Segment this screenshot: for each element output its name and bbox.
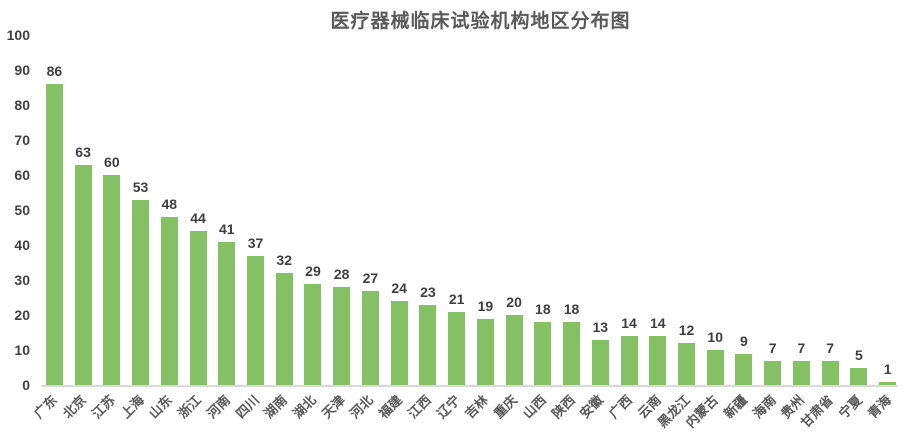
data-label: 23: [420, 283, 436, 300]
y-axis-tick-label: 80: [14, 97, 30, 113]
bar-青海: [879, 381, 897, 385]
y-axis-tick-label: 10: [14, 342, 30, 358]
data-label: 27: [362, 269, 379, 286]
data-label: 29: [305, 262, 321, 279]
bar-河南: [218, 241, 236, 385]
data-label: 21: [448, 290, 465, 307]
bar-广东: [45, 84, 63, 385]
bar-江苏: [103, 175, 121, 385]
y-axis-tick-label: 60: [14, 167, 30, 183]
bar-天津: [333, 287, 351, 385]
data-label: 10: [707, 329, 724, 345]
data-label: 63: [75, 143, 91, 160]
bar-黑龙江: [678, 343, 695, 385]
x-axis-line: [42, 385, 898, 387]
data-label: 48: [161, 196, 178, 212]
y-axis-tick-label: 90: [14, 62, 30, 78]
data-label: 9: [740, 332, 748, 349]
data-label: 32: [276, 252, 293, 268]
data-label: 86: [46, 63, 63, 79]
data-label: 28: [333, 266, 350, 282]
data-label: 41: [218, 220, 235, 237]
bar-江西: [419, 304, 437, 385]
data-label: 5: [854, 346, 863, 363]
data-label: 1: [883, 360, 892, 377]
bar-云南: [649, 336, 667, 385]
bar-贵州: [792, 360, 810, 385]
bar-重庆: [505, 315, 523, 385]
bar-浙江: [189, 231, 207, 385]
bar-甘肃省: [821, 360, 839, 385]
data-label: 7: [797, 339, 806, 356]
bar-福建: [390, 301, 408, 385]
data-label: 18: [563, 301, 580, 317]
data-label: 14: [621, 315, 637, 331]
bar-北京: [74, 164, 92, 385]
bar-湖南: [275, 273, 293, 385]
bar-山西: [534, 322, 552, 385]
bar-吉林: [476, 318, 494, 385]
bar-陕西: [563, 322, 581, 385]
data-label: 44: [190, 210, 206, 226]
y-axis-tick-label: 100: [6, 27, 30, 43]
data-label: 37: [247, 234, 264, 251]
bar-广西: [620, 336, 638, 385]
y-axis-tick-label: 50: [14, 202, 30, 218]
y-axis-tick-label: 30: [14, 272, 30, 288]
bar-四川: [247, 255, 264, 385]
data-label: 24: [391, 280, 407, 296]
data-label: 14: [649, 315, 666, 331]
bar-宁夏: [850, 367, 868, 385]
data-label: 7: [826, 339, 835, 356]
bar-湖北: [304, 283, 322, 385]
chart-title: 医疗器械临床试验机构地区分布图: [330, 11, 631, 32]
bar-新疆: [735, 353, 753, 385]
data-label: 53: [132, 178, 149, 195]
y-axis-tick-label: 70: [14, 132, 30, 148]
bar-内蒙古: [706, 350, 724, 385]
data-label: 60: [104, 154, 120, 170]
y-axis-tick-label: 40: [14, 237, 30, 253]
bar-上海: [132, 199, 150, 385]
data-label: 12: [678, 322, 695, 338]
y-axis-tick-label: 0: [22, 377, 30, 393]
bar-河北: [361, 290, 379, 385]
data-label: 18: [535, 301, 551, 317]
data-label: 19: [477, 297, 494, 314]
bar-辽宁: [448, 311, 466, 385]
bar-海南: [764, 360, 782, 385]
y-axis-tick-label: 20: [14, 307, 30, 323]
data-label: 13: [592, 318, 609, 335]
bar-安徽: [591, 339, 609, 385]
data-label: 7: [768, 339, 777, 356]
bar-山东: [160, 217, 178, 385]
data-label: 20: [506, 294, 522, 310]
